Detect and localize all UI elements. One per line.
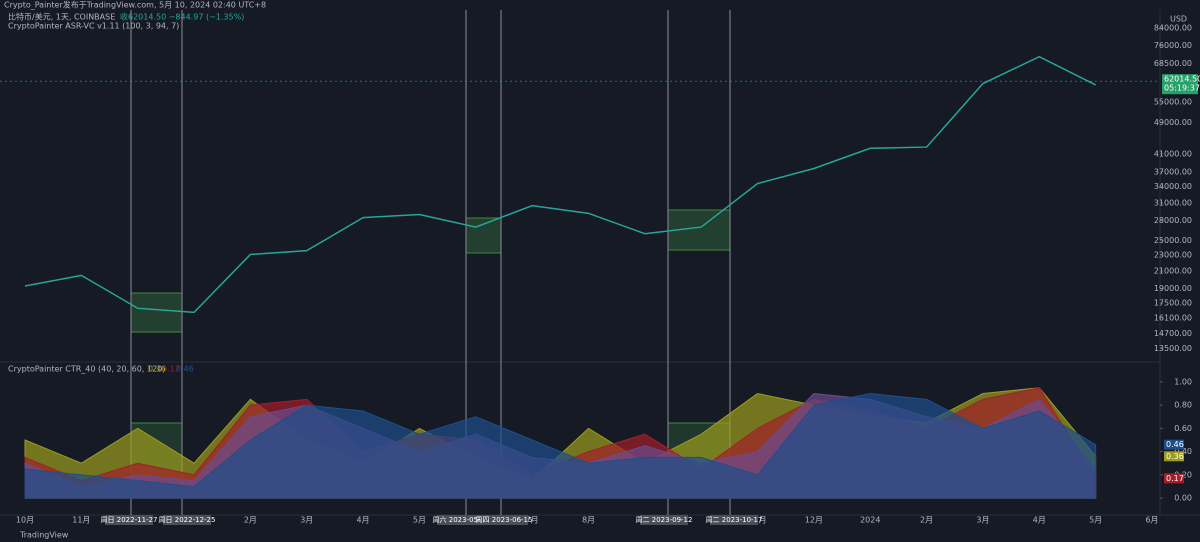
x-tick-label: 2024: [860, 516, 880, 525]
marker-tag: [163, 515, 211, 525]
y-tick-label: 49000.00: [1154, 118, 1192, 127]
marker-tag: [105, 515, 153, 525]
osc-tag-label: 0.46: [1166, 440, 1184, 449]
currency: USD: [1170, 15, 1187, 24]
x-tick-label: 4月: [1033, 516, 1046, 525]
x-tick-label: 2月: [920, 516, 933, 525]
osc-tag: [1164, 451, 1184, 462]
marker-label: 周六 2023-05-20: [433, 515, 490, 524]
x-tick-label: 3月: [300, 516, 313, 525]
marker-tag: [437, 515, 485, 525]
y-tick-label: 0.60: [1174, 424, 1192, 433]
countdown: 05:19:37: [1164, 84, 1200, 93]
y-tick-label: 0.00: [1174, 494, 1192, 503]
last-price-tag: [1162, 74, 1198, 95]
x-tick-label: 8月: [582, 516, 595, 525]
y-tick-label: 1.00: [1174, 377, 1192, 386]
last-price-label: 62014.50: [1164, 75, 1200, 84]
y-tick-label: 84000.00: [1154, 23, 1192, 32]
y-tick-label: 13500.00: [1154, 344, 1192, 353]
osc-tag: [1164, 473, 1184, 484]
x-tick-label: 12月: [805, 516, 823, 525]
osc-legend-value: 0.17: [162, 365, 180, 374]
y-tick-label: 16100.00: [1154, 313, 1192, 322]
marker-label: 周二 2023-10-17: [706, 516, 763, 524]
y-tick-label: 76000.00: [1154, 41, 1192, 50]
marker-label: 周四 2023-06-15: [476, 516, 533, 524]
y-tick-label: 25000.00: [1154, 236, 1192, 245]
marker-tag: [710, 515, 758, 525]
x-tick-label: 7月: [526, 516, 539, 525]
marker-label: 周日 2022-11-27: [101, 516, 158, 524]
x-tick-label: 10月: [16, 516, 34, 525]
y-tick-label: 19000.00: [1154, 284, 1192, 293]
y-tick-label: 23000.00: [1154, 251, 1192, 260]
y-tick-label: 55000.00: [1154, 98, 1192, 107]
y-tick-label: 17500.00: [1154, 299, 1192, 308]
y-tick-label: 21000.00: [1154, 267, 1192, 276]
marker-label: 周二 2023-09-12: [636, 516, 693, 524]
osc-title: CryptoPainter CTR_40 (40, 20, 60, 120): [8, 365, 165, 374]
x-tick-label: 3月: [976, 516, 989, 525]
y-tick-label: 14700.00: [1154, 329, 1192, 338]
footer: TradingView: [19, 531, 69, 540]
highlight-box: [465, 217, 502, 254]
osc-tag-label: 0.36: [1166, 452, 1184, 461]
y-tick-label: 31000.00: [1154, 198, 1192, 207]
osc-area: [24, 393, 1097, 499]
x-tick-label: 11月: [72, 516, 90, 525]
price-line: [24, 55, 1096, 314]
marker-tag: [480, 515, 528, 525]
osc-legend-value: 0.36: [148, 365, 166, 374]
y-tick-label: 37000.00: [1154, 167, 1192, 176]
osc-tag-label: 0.17: [1166, 474, 1184, 483]
osc-legend-value: 0.46: [176, 365, 194, 374]
x-tick-label: 2月: [244, 516, 257, 525]
indicator: CryptoPainter ASR-VC v1.11 (100, 3, 94, …: [8, 22, 179, 31]
osc-tag: [1164, 439, 1184, 450]
y-tick-label: 28000.00: [1154, 216, 1192, 225]
y-tick-label: 68500.00: [1154, 59, 1192, 68]
marker-label: 周日 2022-12-25: [159, 516, 216, 524]
y-tick-label: 0.80: [1174, 401, 1192, 410]
x-tick-label: 5月: [1089, 516, 1102, 525]
x-tick-label: 6月: [1145, 516, 1158, 525]
y-tick-label: 41000.00: [1154, 149, 1192, 158]
x-tick-label: 5月: [413, 516, 426, 525]
highlight-box: [130, 292, 183, 333]
x-tick-label: 4月: [357, 516, 370, 525]
y-tick-label: 34000.00: [1154, 182, 1192, 191]
marker-tag: [640, 515, 688, 525]
symbol: 比特币/美元, 1天, COINBASE: [8, 12, 115, 22]
publisher: Crypto_Painter发布于TradingView.com, 5月 10,…: [4, 0, 266, 10]
